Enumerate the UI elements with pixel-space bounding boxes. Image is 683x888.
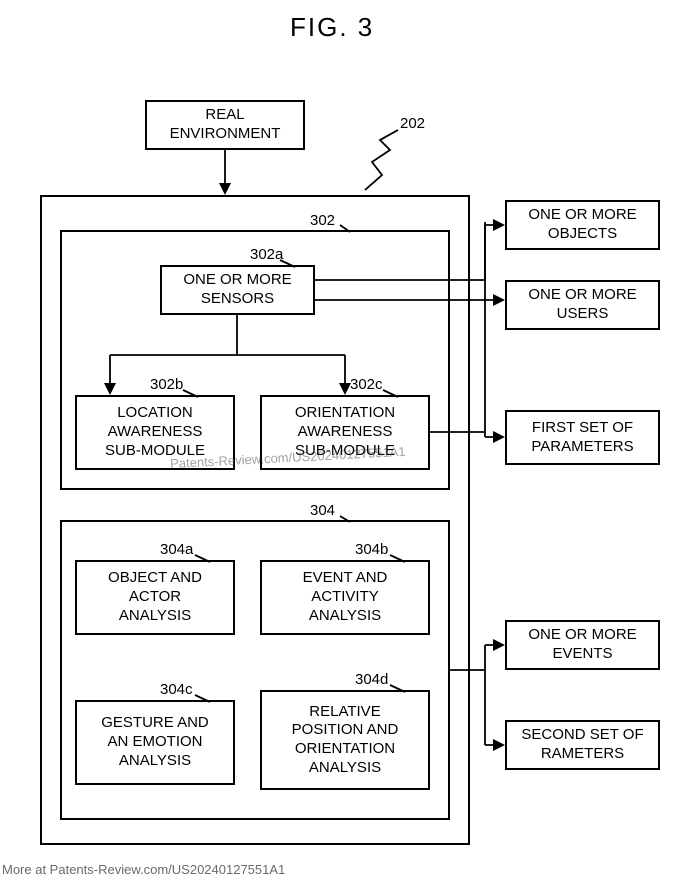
box-users-out-text: ONE OR MOREUSERS (528, 286, 636, 324)
box-second-params-text: SECOND SET OFRAMETERS (521, 726, 643, 764)
box-users-out: ONE OR MOREUSERS (505, 280, 660, 330)
box-sensors-text: ONE OR MORESENSORS (183, 271, 291, 309)
box-events-out-text: ONE OR MOREEVENTS (528, 626, 636, 664)
box-real-environment: REALENVIRONMENT (145, 100, 305, 150)
box-rel-pos-orient-text: RELATIVEPOSITION ANDORIENTATIONANALYSIS (292, 703, 399, 778)
box-second-params: SECOND SET OFRAMETERS (505, 720, 660, 770)
figure-title: FIG. 3 (290, 12, 374, 43)
box-first-params: FIRST SET OFPARAMETERS (505, 410, 660, 465)
box-object-actor-text: OBJECT ANDACTORANALYSIS (108, 569, 202, 625)
ref-302: 302 (310, 212, 335, 229)
ref-202: 202 (400, 115, 425, 132)
box-objects-out: ONE OR MOREOBJECTS (505, 200, 660, 250)
box-event-activity-text: EVENT ANDACTIVITYANALYSIS (303, 569, 388, 625)
box-objects-out-text: ONE OR MOREOBJECTS (528, 206, 636, 244)
box-rel-pos-orient: RELATIVEPOSITION ANDORIENTATIONANALYSIS (260, 690, 430, 790)
ref-304c: 304c (160, 681, 193, 698)
box-gesture-emotion: GESTURE ANDAN EMOTIONANALYSIS (75, 700, 235, 785)
box-events-out: ONE OR MOREEVENTS (505, 620, 660, 670)
box-location-text: LOCATIONAWARENESSSUB-MODULE (105, 404, 205, 460)
box-sensors: ONE OR MORESENSORS (160, 265, 315, 315)
ref-304d: 304d (355, 671, 388, 688)
box-event-activity: EVENT ANDACTIVITYANALYSIS (260, 560, 430, 635)
ref-302b: 302b (150, 376, 183, 393)
ref-304: 304 (310, 502, 335, 519)
ref-304a: 304a (160, 541, 193, 558)
ref-302a: 302a (250, 246, 283, 263)
box-object-actor: OBJECT ANDACTORANALYSIS (75, 560, 235, 635)
ref-304b: 304b (355, 541, 388, 558)
box-gesture-emotion-text: GESTURE ANDAN EMOTIONANALYSIS (101, 714, 209, 770)
box-first-params-text: FIRST SET OFPARAMETERS (531, 419, 633, 457)
footer-text: More at Patents-Review.com/US20240127551… (2, 862, 285, 877)
box-real-environment-text: REALENVIRONMENT (170, 106, 281, 144)
ref-302c: 302c (350, 376, 383, 393)
